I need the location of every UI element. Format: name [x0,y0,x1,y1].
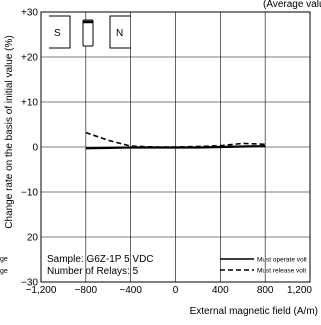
x-tick-label: 400 [212,285,229,296]
x-tick-label: 0 [173,285,179,296]
legend: Must operate volt Must release volt [220,257,307,275]
chart-title-fragment: (Average value) [263,0,321,10]
x-axis-label: External magnetic field (A/m) [190,306,318,317]
data-series [85,131,266,150]
s-pole-label: S [54,28,61,39]
series-must-release-line [85,131,266,148]
y-tick-label: −30 [21,278,38,289]
y-tick-label: +10 [21,98,38,109]
y-tick-label: +20 [21,53,38,64]
relay-count-annotation: Number of Relays: 5 [47,266,139,277]
relay-icon [82,19,94,47]
y-axis-label: Change rate on the basis of initial valu… [4,35,15,228]
x-tick-label: −800 [75,285,98,296]
x-tick-label: −1,200 [26,285,57,296]
legend-operate-label: Must operate volt [257,257,307,264]
y-tick-label: 0 [32,143,38,154]
sample-annotation: Sample: G6Z-1P 5 VDC [47,254,154,265]
y-tick-label: +30 [21,8,38,19]
x-tick-label: −400 [119,285,142,296]
n-pole-label: N [116,28,123,39]
plot-border [40,11,311,283]
x-tick-labels: −1,200 −800 −400 0 400 800 1,200 [26,285,313,296]
x-tick-label: 800 [257,285,274,296]
y-tick-label: 20 [27,233,39,244]
s-pole-bracket [49,15,71,49]
legend-release-label: Must release volt [257,268,306,275]
left-fragment-1: ge [0,256,8,263]
y-tick-label: −10 [21,188,38,199]
plot-frame [40,11,311,283]
magnet-relay-diagram: S N [49,15,131,49]
left-fragment-2: ge [0,268,8,275]
n-pole-bracket [109,15,131,49]
x-tick-label: 1,200 [287,285,312,296]
y-tick-labels: +30 +20 +10 0 −10 20 −30 [21,8,38,289]
